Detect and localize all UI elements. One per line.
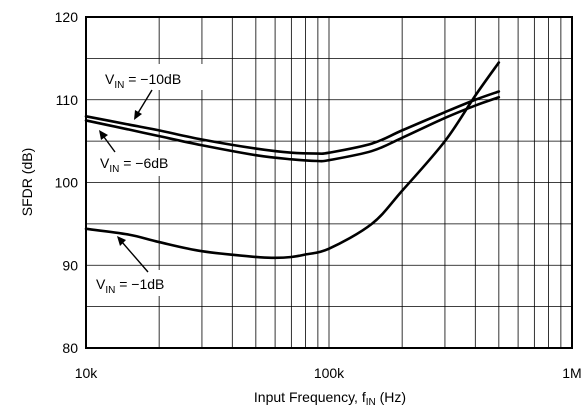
y-tick-label: 100 [55,175,79,191]
arrowhead-1db [117,236,126,246]
annotation-vin-minus10db: VIN = −10dB [105,71,181,91]
annotation-bg-1db [94,270,186,296]
x-tick-labels: 10k 100k 1M [75,365,582,381]
series-line-3 [84,61,501,260]
y-tick-labels: 80 90 100 110 120 [55,9,79,356]
y-tick-label: 80 [62,340,78,356]
x-tick-label: 1M [562,365,581,381]
plot-frame [85,16,573,349]
y-tick-label: 90 [62,257,78,273]
y-axis-label: SFDR (dB) [19,148,35,216]
y-tick-label: 120 [55,9,79,25]
x-tick-label: 10k [75,365,99,381]
arrowhead-10db [134,110,142,120]
annotation-bg-6db [98,150,190,176]
annotation-vin-minus1db: VIN = −1dB [96,276,164,296]
series-line-2 [84,95,501,163]
x-axis-label: Input Frequency, fIN (Hz) [254,389,406,408]
x-axis-label-sub: IN [366,397,376,408]
series-line-1 [84,90,501,156]
arrowhead-6db [99,130,108,140]
annotation-arrow-10db [137,89,153,114]
x-axis-label-main: Input Frequency, f [254,389,366,405]
series-group [84,61,501,260]
y-tick-label: 110 [56,92,79,108]
annotation-arrow-6db [103,136,116,153]
annotation-bg-10db [103,64,223,90]
x-axis-label-unit: (Hz) [376,389,406,405]
annotation-vin-minus6db: VIN = −6dB [100,155,168,175]
x-tick-label: 100k [314,365,345,381]
annotation-arrow-1db [121,241,149,273]
